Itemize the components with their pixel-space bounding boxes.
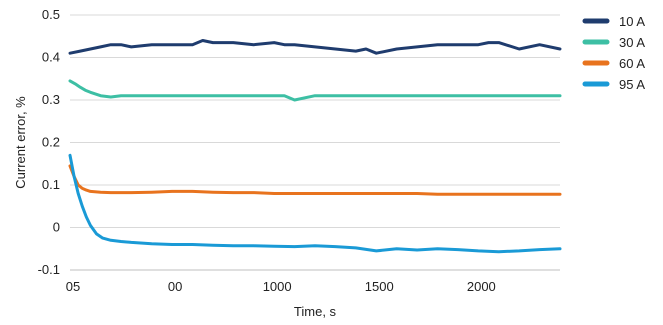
x-tick-label: 05 bbox=[66, 279, 80, 294]
y-axis-title: Current error, % bbox=[13, 96, 28, 189]
x-tick-label: 1000 bbox=[263, 279, 292, 294]
series-line-60-a bbox=[68, 164, 562, 196]
y-tick-label: 0.4 bbox=[42, 50, 60, 65]
tick-labels: -0.1 0 0.1 0.2 0.3 0.4 0.5 05 00 1000 1500 2000 bbox=[38, 7, 496, 294]
series-line-30-a bbox=[68, 79, 562, 102]
gridlines bbox=[70, 14, 560, 271]
y-tick-label: -0.1 bbox=[38, 262, 60, 277]
legend-label-30-a: 30 A bbox=[619, 35, 645, 50]
y-tick-label: 0.1 bbox=[42, 177, 60, 192]
y-tick-label: 0.3 bbox=[42, 92, 60, 107]
y-tick-label: 0.2 bbox=[42, 135, 60, 150]
legend-label-95-a: 95 A bbox=[619, 77, 645, 92]
y-tick-label: 0.5 bbox=[42, 7, 60, 22]
series-lines bbox=[68, 39, 562, 254]
legend-label-60-a: 60 A bbox=[619, 56, 645, 71]
legend-label-10-a: 10 A bbox=[619, 14, 645, 29]
x-tick-label: 1500 bbox=[365, 279, 394, 294]
legend: 10 A 30 A 60 A 95 A bbox=[582, 14, 645, 92]
series-line-95-a bbox=[68, 153, 562, 254]
y-tick-label: 0 bbox=[53, 220, 60, 235]
series-line-10-a bbox=[68, 39, 562, 55]
x-axis-title: Time, s bbox=[294, 304, 337, 319]
x-tick-label: 00 bbox=[168, 279, 182, 294]
x-tick-label: 2000 bbox=[467, 279, 496, 294]
